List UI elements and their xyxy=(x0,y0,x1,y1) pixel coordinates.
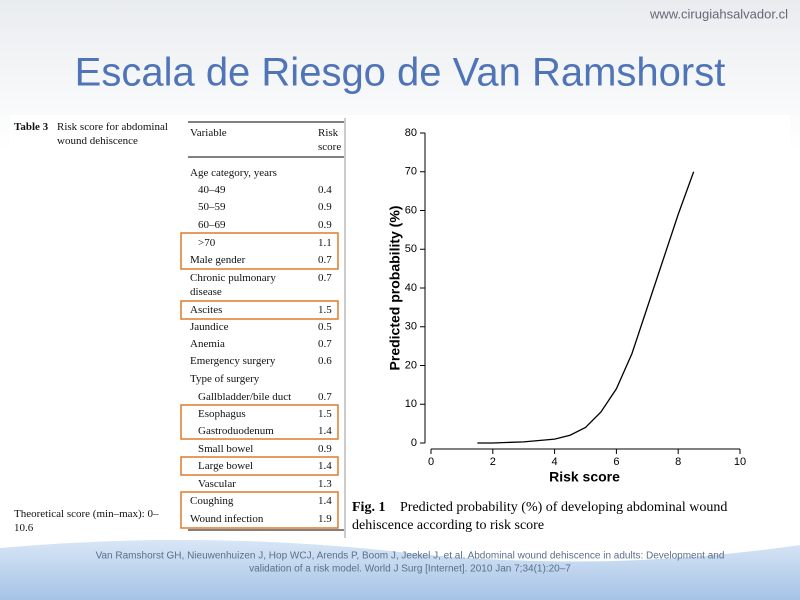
row-label: Vascular xyxy=(198,478,236,490)
y-tick-label: 30 xyxy=(405,321,417,333)
wave xyxy=(0,539,800,600)
row-label: Wound infection xyxy=(190,513,264,525)
table-label: Table 3 xyxy=(14,121,49,133)
y-tick-label: 10 xyxy=(405,398,417,410)
row-score: 1.4 xyxy=(318,495,332,507)
url: www.cirugiahsalvador.cl xyxy=(649,6,788,21)
y-tick-label: 40 xyxy=(405,282,417,294)
caption-text: dehiscence according to risk score xyxy=(352,518,544,533)
row-score: 1.4 xyxy=(318,425,332,437)
row-score: 0.7 xyxy=(318,272,332,284)
row-label: Type of surgery xyxy=(190,373,260,385)
row-score: 0.7 xyxy=(318,338,332,350)
table-footnote: Theoretical score (min–max): 0–10.6 xyxy=(14,508,159,534)
highlight-box xyxy=(180,491,339,529)
citation: validation of a risk model. World J Surg… xyxy=(249,564,571,575)
row-score: 0.6 xyxy=(318,355,332,367)
x-tick-label: 4 xyxy=(552,456,558,468)
row-score: 0.4 xyxy=(318,184,332,196)
highlight-box xyxy=(180,404,339,440)
y-tick-label: 0 xyxy=(411,437,417,449)
row-label: Large bowel xyxy=(198,460,254,472)
row-label: 60–69 xyxy=(198,219,226,231)
row-score: 1.9 xyxy=(318,513,332,525)
x-axis-label: Risk score xyxy=(549,469,620,485)
row-label: Chronic pulmonary disease xyxy=(190,272,276,298)
y-tick-label: 80 xyxy=(405,127,417,139)
chart: 0 10 20 30 40 50 60 70 80 0 2 4 6 8 10 Risk score Predic… xyxy=(387,127,746,485)
row-score: 1.5 xyxy=(318,408,332,420)
highlight-box xyxy=(180,300,339,320)
row-label: Jaundice xyxy=(190,321,229,333)
row-label: Emergency surgery xyxy=(190,355,276,367)
row-label: 40–49 xyxy=(198,184,226,196)
row-score: 1.5 xyxy=(318,304,332,316)
caption-label: Fig. 1 xyxy=(352,500,385,515)
row-label: 50–59 xyxy=(198,201,226,213)
row-label: Gastroduodenum xyxy=(198,425,274,437)
y-tick-label: 20 xyxy=(405,359,417,371)
row-score: 0.9 xyxy=(318,219,332,231)
row-label: Esophagus xyxy=(198,408,246,420)
slide-title: Escala de Riesgo de Van Ramshorst xyxy=(75,51,726,95)
x-tick-label: 6 xyxy=(613,456,619,468)
x-tick-label: 0 xyxy=(428,456,434,468)
row-score: 0.5 xyxy=(318,321,332,333)
row-score: 0.9 xyxy=(318,201,332,213)
y-tick-label: 60 xyxy=(405,204,417,216)
row-score: 0.9 xyxy=(318,443,332,455)
y-tick-label: 50 xyxy=(405,243,417,255)
row-score: 0.7 xyxy=(318,254,332,266)
column-header: Risk score xyxy=(318,127,342,153)
row-score: 1.3 xyxy=(318,478,332,490)
curve xyxy=(477,171,695,444)
row-score: 1.1 xyxy=(318,237,332,249)
column-header: Variable xyxy=(190,127,227,139)
highlight-box xyxy=(180,456,339,476)
row-label: Anemia xyxy=(190,338,225,350)
citation: Van Ramshorst GH, Nieuwenhuizen J, Hop W… xyxy=(96,551,725,562)
y-axis-label: Predicted probability (%) xyxy=(387,206,403,371)
row-label: >70 xyxy=(198,237,216,249)
caption-text: Predicted probability (%) of developing … xyxy=(400,500,727,515)
row-score: 0.7 xyxy=(318,391,332,403)
x-tick-label: 2 xyxy=(490,456,496,468)
highlight-box xyxy=(180,232,339,270)
row-label: Gallbladder/bile duct xyxy=(198,391,292,403)
x-tick-label: 10 xyxy=(734,456,746,468)
row-label: Age category, years xyxy=(190,167,277,179)
row-label: Male gender xyxy=(190,254,246,266)
row-label: Small bowel xyxy=(198,443,254,455)
row-score: 1.4 xyxy=(318,460,332,472)
x-tick-label: 8 xyxy=(675,456,681,468)
row-label: Coughing xyxy=(190,495,234,507)
panel xyxy=(10,115,790,540)
row-label: Ascites xyxy=(190,304,223,316)
y-tick-label: 70 xyxy=(405,166,417,178)
table-title: Risk score for abdominal wound dehiscenc… xyxy=(57,121,168,147)
